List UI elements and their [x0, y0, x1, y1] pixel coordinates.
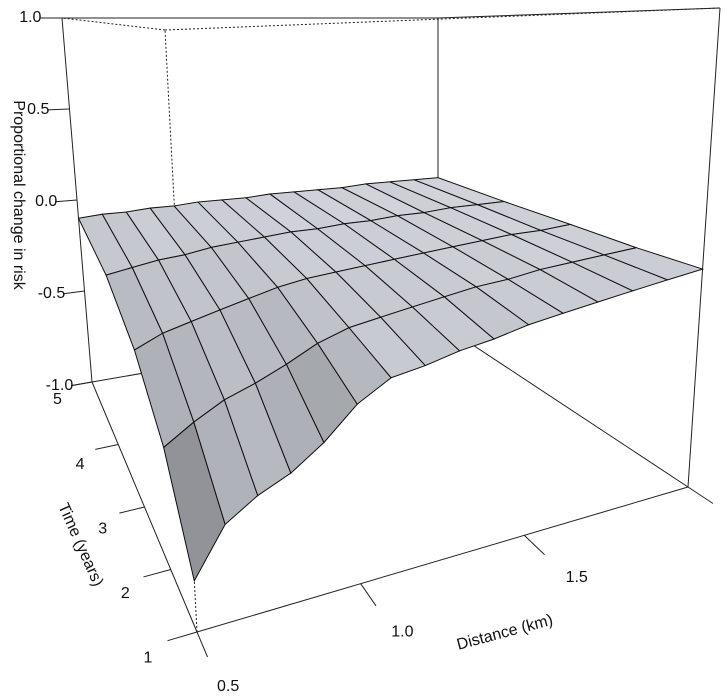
y-tick-label: 1 [143, 650, 152, 667]
x-tick [687, 486, 714, 504]
z-tick-label: 1.0 [19, 9, 41, 26]
z-tick [47, 108, 70, 111]
z-tick-label: 0.5 [27, 101, 49, 118]
y-tick-label: 5 [53, 391, 62, 408]
y-axis-title: Time (years) [54, 501, 106, 589]
box-edge [164, 7, 721, 31]
z-axis-title: Proportional change in risk [10, 100, 27, 290]
box-edge [687, 7, 721, 488]
z-tick [63, 290, 85, 295]
x-axis-title: Distance (km) [455, 612, 555, 654]
box-edge [437, 321, 689, 488]
x-tick [523, 534, 545, 556]
y-tick [119, 506, 145, 514]
z-tick-label: -1.0 [46, 377, 74, 394]
y-tick-label: 2 [121, 585, 130, 602]
x-tick-label: 1.5 [566, 569, 588, 586]
surface-patch [602, 247, 705, 281]
box-edge [196, 486, 689, 633]
z-tick [71, 381, 93, 387]
y-tick [143, 569, 171, 578]
y-tick-label: 3 [98, 520, 107, 537]
y-tick [95, 444, 119, 450]
x-tick-label: 0.5 [217, 678, 239, 695]
y-tick-label: 4 [76, 456, 85, 473]
z-tick-label: 0.0 [35, 193, 57, 210]
z-tick [55, 199, 78, 203]
x-tick [360, 583, 377, 607]
x-tick [196, 631, 208, 658]
z-tick-label: -0.5 [38, 285, 66, 302]
box-edge [61, 17, 166, 31]
x-tick-label: 1.0 [391, 624, 413, 641]
y-tick [167, 631, 198, 642]
